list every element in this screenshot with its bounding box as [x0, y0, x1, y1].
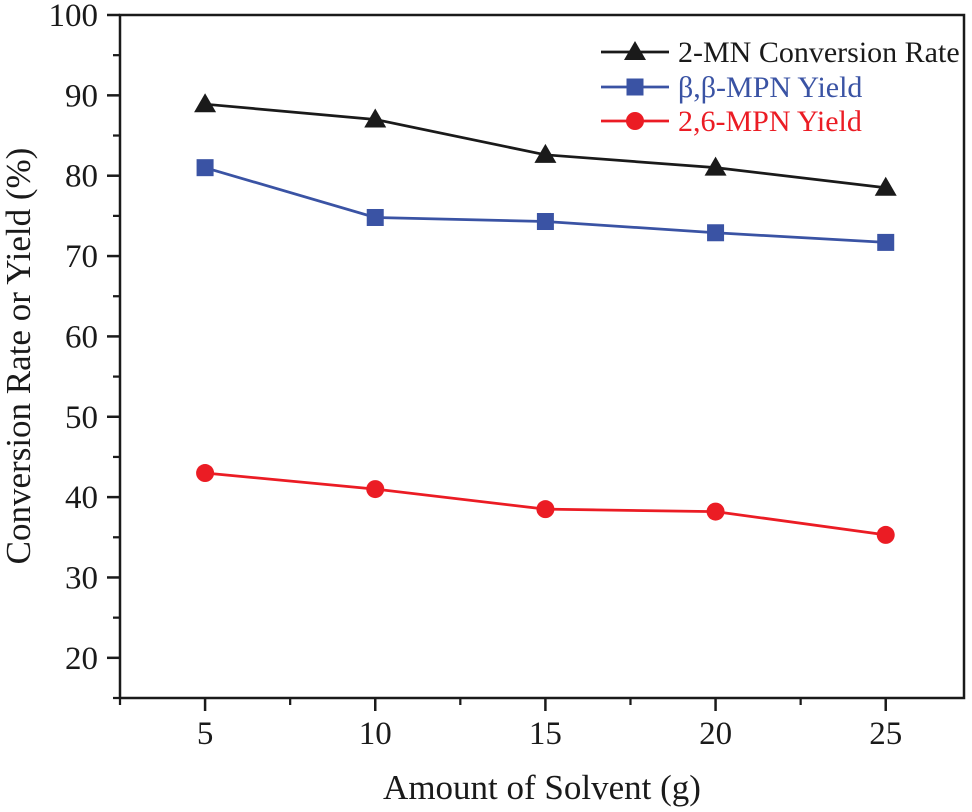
plot-frame [118, 13, 966, 700]
y-tick-label: 20 [65, 641, 98, 677]
series-marker-square [536, 213, 554, 231]
series-triangle [194, 93, 897, 196]
y-tick-label: 90 [65, 78, 98, 114]
series-circle [196, 464, 895, 544]
x-tick-label: 5 [197, 716, 214, 752]
series-marker-square [366, 208, 384, 226]
y-tick-label: 50 [65, 400, 98, 436]
y-tick-label: 100 [49, 0, 99, 34]
y-tick-label: 80 [65, 159, 98, 195]
legend-marker-triangle [624, 41, 646, 60]
legend-label: β,β-MPN Yield [678, 71, 862, 104]
legend-label: 2,6-MPN Yield [678, 105, 862, 138]
y-tick-label: 60 [65, 319, 98, 355]
series-marker-circle [196, 464, 215, 483]
legend-marker-square [626, 78, 644, 96]
series-line [204, 166, 886, 244]
legend-label: 2-MN Conversion Rate [678, 36, 960, 69]
legend-item: 2,6-MPN Yield [601, 105, 862, 138]
series-marker-square [196, 159, 214, 177]
x-axis-title: Amount of Solvent (g) [383, 768, 701, 807]
y-tick-label: 70 [65, 239, 98, 275]
series-marker-triangle [534, 143, 557, 163]
series-marker-circle [876, 525, 895, 544]
legend-item: 2-MN Conversion Rate [601, 36, 960, 69]
legend-marker-circle [626, 112, 644, 130]
series-layer [194, 93, 897, 544]
series-marker-triangle [364, 108, 387, 128]
x-tick-label: 20 [699, 716, 732, 752]
series-marker-triangle [194, 93, 217, 113]
y-tick-label: 30 [65, 560, 98, 596]
y-axis-title: Conversion Rate or Yield (%) [0, 148, 38, 565]
legend-item: β,β-MPN Yield [601, 71, 862, 104]
series-marker-square [877, 233, 895, 251]
series-marker-circle [536, 500, 555, 519]
series-marker-square [707, 224, 725, 242]
x-tick-label: 10 [359, 716, 392, 752]
series-square [196, 159, 895, 251]
series-marker-triangle [874, 176, 897, 196]
series-marker-triangle [704, 156, 727, 176]
x-tick-label: 15 [529, 716, 562, 752]
series-marker-circle [706, 502, 725, 521]
series-marker-circle [366, 480, 385, 499]
x-tick-label: 25 [869, 716, 902, 752]
plot-area: 5 10 15 20 25 20 30 40 50 60 70 80 90 100 [49, 0, 966, 752]
y-tick-label: 40 [65, 480, 98, 516]
